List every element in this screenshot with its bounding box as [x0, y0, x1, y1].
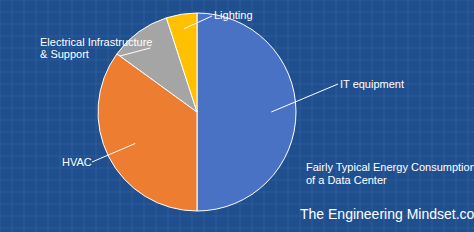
leader-line [120, 48, 150, 56]
background-grid [408, 0, 409, 232]
slice-label: Electrical Infrastructure& Support [40, 36, 152, 60]
labels: IT equipment HVAC Electrical Infrastructur… [40, 9, 404, 168]
background-grid [96, 0, 97, 232]
background-grid [396, 0, 397, 232]
leader-line [271, 84, 338, 112]
background-grid [48, 0, 49, 232]
background-grid [468, 0, 469, 232]
background-grid [0, 204, 474, 205]
background-grid [336, 0, 337, 232]
chart: IT equipment HVAC Electrical Infrastructur… [0, 0, 474, 232]
background-grid [72, 0, 73, 232]
leader-line [184, 16, 212, 29]
background-grid [0, 0, 1, 232]
background [0, 0, 474, 232]
background-grid [0, 228, 474, 229]
background-grid [12, 0, 13, 232]
background-grid [360, 0, 361, 232]
pie-slice [197, 13, 296, 211]
background-grid [384, 0, 385, 232]
background-grid [324, 0, 325, 232]
background-grid [60, 0, 61, 232]
slice-label: HVAC [62, 156, 92, 168]
background-grid [300, 0, 301, 232]
background-fill [0, 0, 474, 232]
background-grid [84, 0, 85, 232]
leader-line [92, 143, 135, 162]
background-grid [372, 0, 373, 232]
watermark: The Engineering Mindset.com [300, 206, 474, 222]
background-grid [348, 0, 349, 232]
background-grid [432, 0, 433, 232]
title: Fairly Typical Energy Consumptionof a Da… [306, 161, 474, 186]
background-grid [36, 0, 37, 232]
background-grid [456, 0, 457, 232]
slice-label: Lighting [214, 9, 253, 21]
background-grid [0, 0, 474, 1]
background-grid [312, 0, 313, 232]
background-grid [24, 0, 25, 232]
background-grid [420, 0, 421, 232]
slice-label: IT equipment [340, 78, 404, 90]
pie-slice [166, 13, 197, 112]
background-grid [444, 0, 445, 232]
